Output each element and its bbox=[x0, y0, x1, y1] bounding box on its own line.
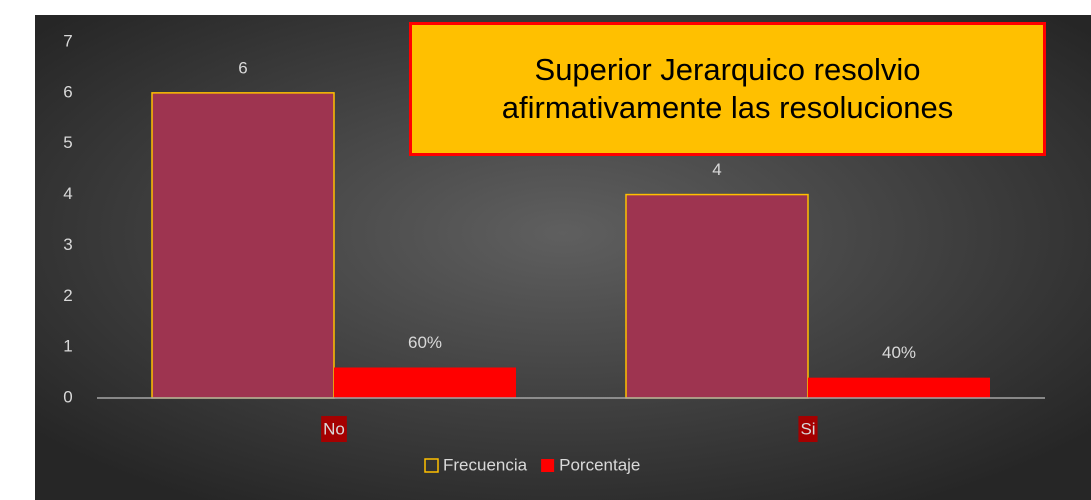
category-label-background bbox=[798, 416, 818, 442]
y-tick-label: 6 bbox=[63, 82, 72, 101]
legend-swatch bbox=[541, 459, 555, 472]
bar bbox=[808, 377, 990, 398]
y-tick-label: 4 bbox=[63, 184, 72, 203]
legend-label: Porcentaje bbox=[559, 455, 640, 474]
x-tick-label: Si bbox=[800, 419, 815, 438]
data-label: 60% bbox=[408, 333, 442, 352]
bar bbox=[334, 367, 516, 398]
y-tick-label: 2 bbox=[63, 286, 72, 305]
chart-title: Superior Jerarquico resolvio afirmativam… bbox=[409, 22, 1046, 156]
data-label: 6 bbox=[238, 58, 247, 77]
bar bbox=[151, 92, 335, 399]
bar bbox=[625, 193, 809, 399]
legend-label: Frecuencia bbox=[443, 455, 528, 474]
legend-swatch bbox=[424, 458, 439, 473]
data-label: 4 bbox=[712, 160, 721, 179]
data-label: 40% bbox=[882, 343, 916, 362]
y-tick-label: 1 bbox=[63, 337, 72, 356]
y-tick-label: 7 bbox=[63, 31, 72, 50]
x-tick-label: No bbox=[323, 419, 345, 438]
y-tick-label: 0 bbox=[63, 387, 72, 406]
y-tick-label: 3 bbox=[63, 235, 72, 254]
category-label-background bbox=[321, 416, 347, 442]
y-tick-label: 5 bbox=[63, 133, 72, 152]
